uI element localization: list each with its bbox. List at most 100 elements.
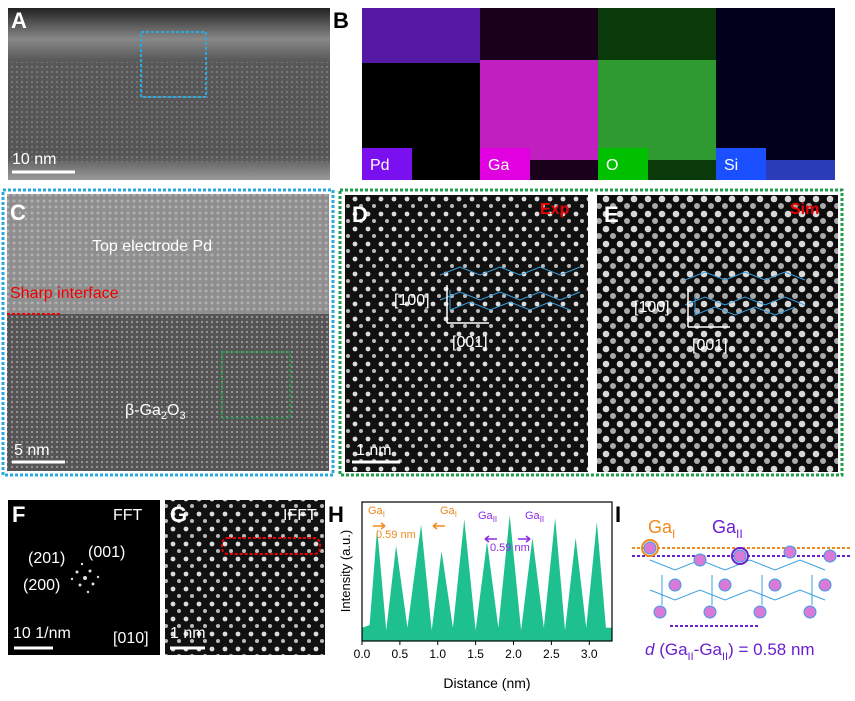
- roi-box: [140, 31, 207, 98]
- frame: [338, 188, 844, 477]
- direction: [001]: [452, 334, 488, 351]
- text: -Ga: [694, 640, 723, 659]
- annotation-arrow: [373, 522, 445, 530]
- text: I: [672, 527, 675, 541]
- axis-arrows: [687, 289, 730, 328]
- distance-label: d (GaII-GaII) = 0.58 nm: [645, 640, 815, 663]
- tag: IFFT: [283, 507, 317, 524]
- micrograph: [165, 500, 325, 655]
- panel-label: E: [604, 202, 619, 227]
- x-tick-label: 3.0: [581, 647, 598, 661]
- text: II: [493, 515, 497, 524]
- panel-de: D Exp [100] [001] 1 nm E Sim [100] [001]: [338, 188, 844, 477]
- text: II: [736, 527, 743, 541]
- annotation: GaII: [525, 510, 544, 524]
- micrograph: [345, 195, 588, 472]
- site-label: GaI: [648, 517, 675, 541]
- panel-label: I: [615, 502, 621, 527]
- text: Ga: [478, 510, 494, 522]
- tag-box: [480, 148, 530, 180]
- material-label: β-Ga2O3: [125, 402, 186, 422]
- lattice: [8, 62, 330, 162]
- panel-label: F: [12, 502, 25, 527]
- scale-label: 10 1/nm: [13, 625, 71, 642]
- text: O: [167, 402, 179, 419]
- text: (Ga: [654, 640, 688, 659]
- x-tick-label: 0.0: [354, 647, 371, 661]
- panel-label: C: [10, 200, 26, 225]
- scale-label: 10 nm: [12, 151, 56, 168]
- annotation: GaI: [368, 505, 385, 519]
- x-tick-label: 1.5: [467, 647, 484, 661]
- tag: Sim: [790, 201, 819, 218]
- map-label: O: [606, 157, 618, 174]
- panel-label: D: [352, 202, 368, 227]
- tag-box: [598, 148, 648, 180]
- panel-label: B: [333, 8, 349, 33]
- panel-label: A: [11, 8, 27, 33]
- text: d: [645, 640, 655, 659]
- panel-a: A 10 nm: [8, 8, 330, 180]
- axis-arrows: [446, 285, 489, 324]
- text: Ga: [440, 505, 456, 517]
- map-label: Ga: [488, 157, 509, 174]
- x-axis-label: Distance (nm): [443, 675, 530, 691]
- text: Ga: [525, 510, 541, 522]
- tag: Exp: [540, 201, 570, 218]
- panel-f: F FFT (201) (001) (200) 10 1/nm [010]: [8, 500, 160, 655]
- site-marker: [731, 547, 749, 565]
- map-signal: [480, 60, 598, 160]
- site-label: GaII: [712, 517, 743, 541]
- tag-box: [362, 148, 412, 180]
- text: II: [722, 651, 728, 663]
- annotation: 0.59 nm: [376, 529, 416, 541]
- panel-c: C Top electrode Pd Sharp interface β-Ga2…: [1, 188, 335, 477]
- micrograph: [597, 195, 838, 472]
- map-signal: [598, 60, 716, 160]
- area: [362, 515, 612, 641]
- fft-spots: [70, 562, 100, 594]
- text: β-Ga: [125, 402, 161, 419]
- text: ) = 0.58 nm: [728, 640, 814, 659]
- structure-overlay: [439, 266, 806, 316]
- text: Ga: [712, 517, 737, 537]
- y-axis-label: Intensity (a.u.): [338, 530, 353, 612]
- annotation-arrow: [484, 535, 531, 543]
- text: 3: [179, 410, 185, 422]
- roi-box: [221, 351, 291, 419]
- structure: [643, 541, 837, 619]
- panel-label: G: [170, 502, 187, 527]
- direction: [001]: [692, 337, 728, 354]
- plot-frame: [361, 501, 613, 642]
- x-tick-label: 1.0: [429, 647, 446, 661]
- spot-label: (201): [28, 550, 65, 567]
- annotation: 0.59 nm: [490, 542, 530, 554]
- text: II: [688, 651, 694, 663]
- layer-label: Top electrode Pd: [92, 238, 212, 255]
- x-tick-label: 2.5: [543, 647, 560, 661]
- direction: [100]: [394, 292, 430, 309]
- annotation: GaII: [478, 510, 497, 524]
- panel-b: B Pd Ga O Si: [333, 8, 835, 180]
- panel-h: H Intensity (a.u.) Distance (nm) 0.0 0.5 1…: [328, 501, 613, 691]
- micrograph: [7, 314, 329, 471]
- frame: [1, 188, 335, 477]
- x-tick-label: 2.0: [505, 647, 522, 661]
- scale-label: 1 nm: [356, 442, 392, 459]
- spot-label: (001): [88, 544, 125, 561]
- annotation: GaI: [440, 505, 457, 519]
- micrograph: [7, 194, 329, 314]
- text: I: [383, 510, 385, 519]
- zone-axis: [010]: [113, 630, 149, 647]
- panel-i: I GaI GaII d (GaII-GaII) = 0.58 nm: [615, 502, 850, 663]
- panel-g: G IFFT 1 nm: [165, 500, 325, 655]
- text: I: [455, 510, 457, 519]
- map-label: Pd: [370, 157, 390, 174]
- text: Ga: [368, 505, 384, 517]
- scale-label: 1 nm: [170, 625, 206, 642]
- panel-label: H: [328, 502, 344, 527]
- map-label: Si: [724, 157, 738, 174]
- scale-label: 5 nm: [14, 442, 50, 459]
- site-marker: [641, 539, 659, 557]
